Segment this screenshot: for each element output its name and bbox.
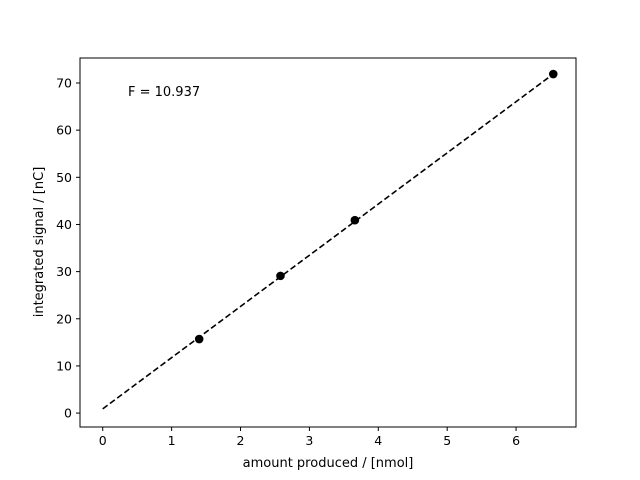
fit-line bbox=[102, 73, 554, 410]
x-axis-label: amount produced / [nmol] bbox=[243, 456, 414, 471]
data-points-layer bbox=[194, 69, 558, 344]
y-tick-label: 50 bbox=[56, 170, 72, 185]
fit-line-layer bbox=[102, 73, 554, 410]
y-axis-label: integrated signal / [nC] bbox=[32, 167, 47, 318]
x-axis: 0 1 2 3 4 5 6 bbox=[99, 427, 520, 448]
x-tick-label: 1 bbox=[168, 433, 176, 448]
annotation-f-value: F = 10.937 bbox=[128, 85, 200, 100]
y-tick-label: 0 bbox=[64, 406, 72, 421]
data-point bbox=[194, 334, 204, 344]
x-tick-label: 4 bbox=[374, 433, 382, 448]
x-tick-label: 3 bbox=[305, 433, 313, 448]
y-tick-label: 40 bbox=[56, 217, 72, 232]
y-axis: 0 10 20 30 40 50 60 70 bbox=[56, 75, 80, 421]
x-tick-label: 6 bbox=[512, 433, 520, 448]
y-tick-label: 30 bbox=[56, 264, 72, 279]
y-tick-label: 70 bbox=[56, 75, 72, 90]
y-tick-label: 20 bbox=[56, 311, 72, 326]
data-point bbox=[276, 271, 285, 281]
x-tick-label: 5 bbox=[443, 433, 451, 448]
data-point bbox=[350, 215, 360, 225]
y-tick-label: 10 bbox=[56, 358, 72, 373]
x-tick-label: 2 bbox=[237, 433, 245, 448]
data-point bbox=[548, 69, 558, 79]
x-tick-label: 0 bbox=[99, 433, 107, 448]
plot-frame bbox=[79, 57, 577, 428]
y-tick-label: 60 bbox=[56, 123, 72, 138]
